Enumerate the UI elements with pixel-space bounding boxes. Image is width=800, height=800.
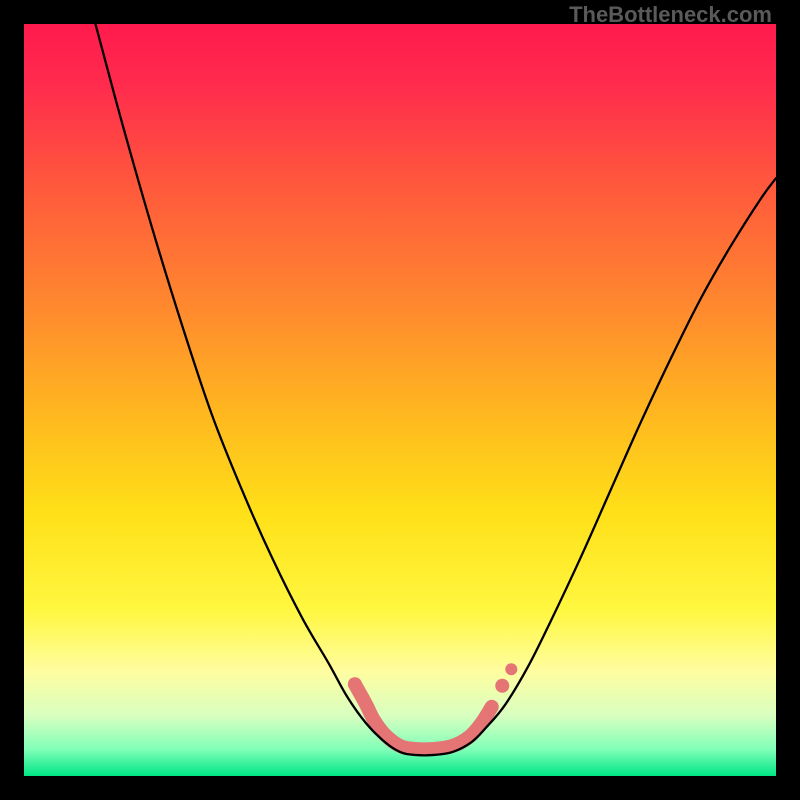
highlight-dot [495,679,509,693]
highlight-dot [505,663,517,675]
plot-area [24,24,776,776]
highlight-dot [348,677,362,691]
gradient-background [24,24,776,776]
bottleneck-curve-chart [24,24,776,776]
watermark-text: TheBottleneck.com [569,2,772,28]
chart-frame: TheBottleneck.com [0,0,800,800]
